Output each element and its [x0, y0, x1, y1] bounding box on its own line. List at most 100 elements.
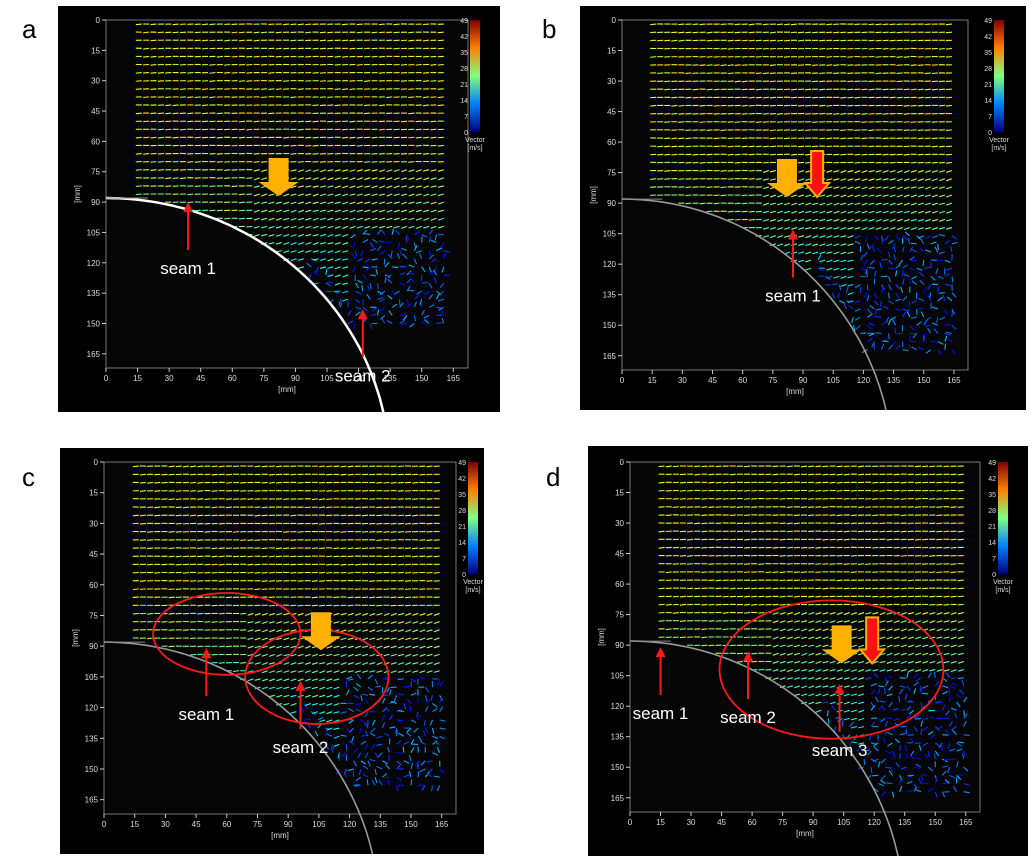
colorbar-tick-label: 35 [458, 492, 466, 499]
vector [783, 23, 791, 26]
vector [887, 333, 890, 340]
vector [371, 217, 378, 221]
vector [868, 170, 875, 173]
vector [371, 177, 378, 180]
vector [150, 63, 157, 66]
vector [441, 317, 445, 324]
vector [340, 621, 347, 624]
colorbar-label: [m/s] [991, 145, 1006, 152]
vector [931, 306, 938, 310]
vector [873, 311, 877, 318]
vector [383, 621, 390, 625]
vector [349, 225, 356, 229]
vector [888, 259, 894, 265]
vector [354, 702, 362, 706]
vector [352, 242, 356, 249]
vector [297, 481, 304, 484]
vector [929, 555, 936, 557]
vector [342, 242, 349, 246]
vector [875, 202, 882, 206]
vector [268, 112, 275, 115]
vector [204, 498, 211, 501]
vector [324, 744, 330, 750]
vector [893, 473, 900, 476]
vector [268, 201, 275, 205]
vector [290, 694, 297, 698]
vector [881, 339, 888, 343]
vector [909, 246, 914, 253]
vector [194, 161, 201, 163]
vector [333, 290, 340, 294]
vector [819, 210, 826, 214]
vector [297, 604, 304, 607]
vector [423, 72, 430, 74]
vector [290, 645, 297, 649]
vector [412, 522, 419, 525]
vector [664, 113, 671, 115]
vector [304, 612, 311, 616]
vector [755, 178, 762, 180]
vector [439, 727, 446, 730]
vector [436, 247, 443, 252]
vector [685, 137, 692, 140]
vector [944, 239, 951, 245]
vector [861, 121, 868, 124]
vector [762, 170, 770, 173]
cylinder-surface [104, 641, 374, 854]
vector [769, 64, 776, 66]
vector [741, 104, 748, 107]
vector [327, 225, 334, 229]
vector [701, 498, 708, 500]
vector [355, 683, 362, 688]
vector [412, 555, 419, 558]
vector [283, 55, 290, 58]
vector [365, 266, 371, 272]
vector [762, 23, 769, 26]
vector [826, 104, 833, 107]
vector [650, 104, 657, 107]
vector [873, 270, 877, 277]
vector [769, 129, 776, 132]
vector [708, 481, 715, 484]
vector [790, 88, 798, 91]
vector [356, 136, 363, 139]
vector [779, 538, 786, 541]
x-tick-label: 165 [435, 820, 449, 829]
vector [896, 194, 903, 198]
vector [327, 209, 334, 213]
vector [907, 237, 911, 244]
vector [430, 185, 437, 188]
vector [784, 243, 791, 247]
vector [938, 47, 945, 50]
vector [388, 754, 391, 761]
panel-d-label: d [546, 462, 561, 492]
y-tick-label: 45 [607, 108, 616, 117]
vector [306, 262, 312, 268]
vector [240, 662, 247, 664]
vector [346, 689, 350, 696]
vector [333, 694, 340, 698]
vector [786, 530, 793, 533]
vector [356, 209, 363, 213]
x-axis-label: [mm] [786, 387, 804, 396]
vector [396, 776, 402, 782]
vector [362, 306, 368, 312]
vector [319, 694, 326, 698]
vector [218, 522, 225, 525]
vector [209, 209, 216, 212]
vector [419, 621, 426, 625]
vector [297, 678, 304, 682]
vector [383, 547, 390, 550]
x-tick-label: 105 [827, 376, 841, 385]
vector [826, 218, 833, 222]
vector [319, 201, 327, 205]
vector [224, 217, 231, 220]
vector [840, 153, 847, 156]
vector [364, 185, 371, 188]
vector [727, 64, 734, 67]
vector [893, 246, 897, 253]
vector [397, 490, 404, 492]
vector [297, 225, 305, 229]
vector [319, 662, 326, 665]
colorbar-label: Vector [989, 137, 1010, 144]
